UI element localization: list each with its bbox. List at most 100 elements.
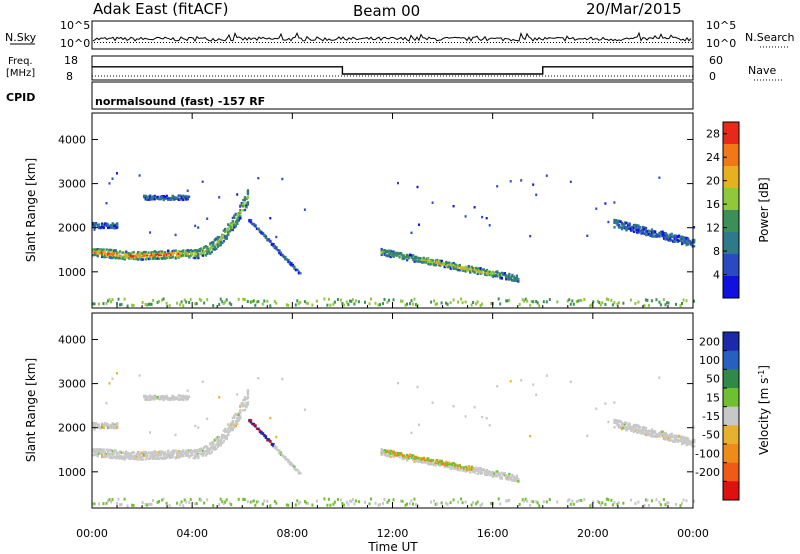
nsearch-dot xyxy=(397,42,398,43)
power-cell xyxy=(601,301,603,304)
power-cell xyxy=(227,234,229,236)
velocity-cell xyxy=(124,498,126,501)
velocity-cell xyxy=(352,498,354,501)
nsearch-dot xyxy=(349,42,350,43)
velocity-cell xyxy=(630,499,632,502)
power-cell xyxy=(247,201,249,203)
nsearch-dot xyxy=(553,42,554,43)
power-cell xyxy=(607,221,609,223)
power-cell xyxy=(498,297,500,300)
nsearch-dot xyxy=(448,42,449,43)
velocity-cell xyxy=(98,423,100,425)
power-cell xyxy=(112,298,114,301)
velocity-cell xyxy=(113,452,115,454)
nsearch-dot xyxy=(151,42,152,43)
velocity-colorbar-swatch xyxy=(723,425,739,444)
power-colorbar-swatch xyxy=(723,210,739,233)
nsky-line xyxy=(93,33,691,41)
y-tick-label: 3000 xyxy=(58,378,86,391)
power-cell xyxy=(202,254,204,256)
nsearch-dot xyxy=(361,42,362,43)
nsearch-dot xyxy=(565,42,566,43)
power-cell xyxy=(232,229,234,231)
y-tick-label: 4000 xyxy=(58,333,86,346)
nsearch-dot xyxy=(439,42,440,43)
velocity-cell xyxy=(116,502,118,505)
power-cell xyxy=(353,303,355,306)
power-cell xyxy=(517,280,519,282)
nsearch-dot xyxy=(589,42,590,43)
power-cell xyxy=(477,301,479,304)
power-cell xyxy=(211,251,213,253)
velocity-colorbar-swatch xyxy=(723,463,739,482)
power-cell xyxy=(187,190,189,192)
power-cell xyxy=(570,181,572,183)
nsearch-dot xyxy=(274,42,275,43)
velocity-cell xyxy=(358,500,360,503)
power-cell xyxy=(529,304,531,307)
power-cell xyxy=(481,216,483,218)
velocity-cell xyxy=(163,498,165,501)
power-colorbar-tick-label: 4 xyxy=(713,269,720,282)
power-cell xyxy=(190,298,192,301)
power-colorbar-tick-label: 28 xyxy=(706,128,720,141)
power-colorbar-swatch xyxy=(723,276,739,299)
velocity-cell xyxy=(402,500,404,503)
velocity-cell xyxy=(106,402,108,404)
power-cell xyxy=(537,301,539,304)
power-cell xyxy=(655,298,657,301)
velocity-cell xyxy=(370,498,372,501)
velocity-cell xyxy=(149,431,151,433)
power-cell xyxy=(113,252,115,254)
frequency-trace xyxy=(92,67,693,74)
power-cell xyxy=(526,300,528,303)
velocity-cell xyxy=(382,502,384,505)
power-cell xyxy=(399,256,401,258)
nsearch-dot xyxy=(331,42,332,43)
nsearch-dot xyxy=(172,42,173,43)
velocity-cell xyxy=(166,395,168,397)
nsearch-dot xyxy=(643,42,644,43)
power-cell xyxy=(262,303,264,306)
nsearch-dot xyxy=(655,42,656,43)
x-tick-label: 08:00 xyxy=(276,527,308,540)
velocity-cell xyxy=(375,502,377,505)
power-cell xyxy=(625,222,627,224)
velocity-cell xyxy=(185,501,187,504)
velocity-cell xyxy=(687,438,689,440)
power-cell xyxy=(645,227,647,229)
velocity-cell xyxy=(166,502,168,505)
power-cell xyxy=(462,301,464,304)
velocity-cell xyxy=(571,500,573,503)
nsearch-dot xyxy=(325,42,326,43)
velocity-cell xyxy=(218,503,220,506)
velocity-cell xyxy=(203,502,205,505)
power-cell xyxy=(397,182,399,184)
power-cell xyxy=(570,303,572,306)
velocity-cell xyxy=(628,422,630,424)
nsearch-dot xyxy=(610,42,611,43)
velocity-cell xyxy=(546,375,548,377)
nsearch-dot xyxy=(226,42,227,43)
power-cell xyxy=(296,299,298,302)
power-cell xyxy=(370,298,372,301)
velocity-cell xyxy=(175,434,177,436)
velocity-cell xyxy=(254,425,256,427)
power-cell xyxy=(133,251,135,253)
nave-label: Nave xyxy=(748,64,776,77)
power-cell xyxy=(435,264,437,266)
nsearch-dot xyxy=(574,42,575,43)
velocity-cell xyxy=(469,471,471,473)
power-cell xyxy=(163,298,165,301)
power-cell xyxy=(535,194,537,196)
velocity-cell xyxy=(244,409,246,411)
velocity-cell xyxy=(127,505,129,508)
velocity-cell xyxy=(220,498,222,501)
power-cell xyxy=(218,196,220,198)
nsearch-dot xyxy=(424,42,425,43)
power-cell xyxy=(375,302,377,305)
nsearch-dot xyxy=(115,42,116,43)
power-cell xyxy=(220,298,222,301)
power-cell xyxy=(355,299,357,302)
nsearch-dot xyxy=(193,42,194,43)
